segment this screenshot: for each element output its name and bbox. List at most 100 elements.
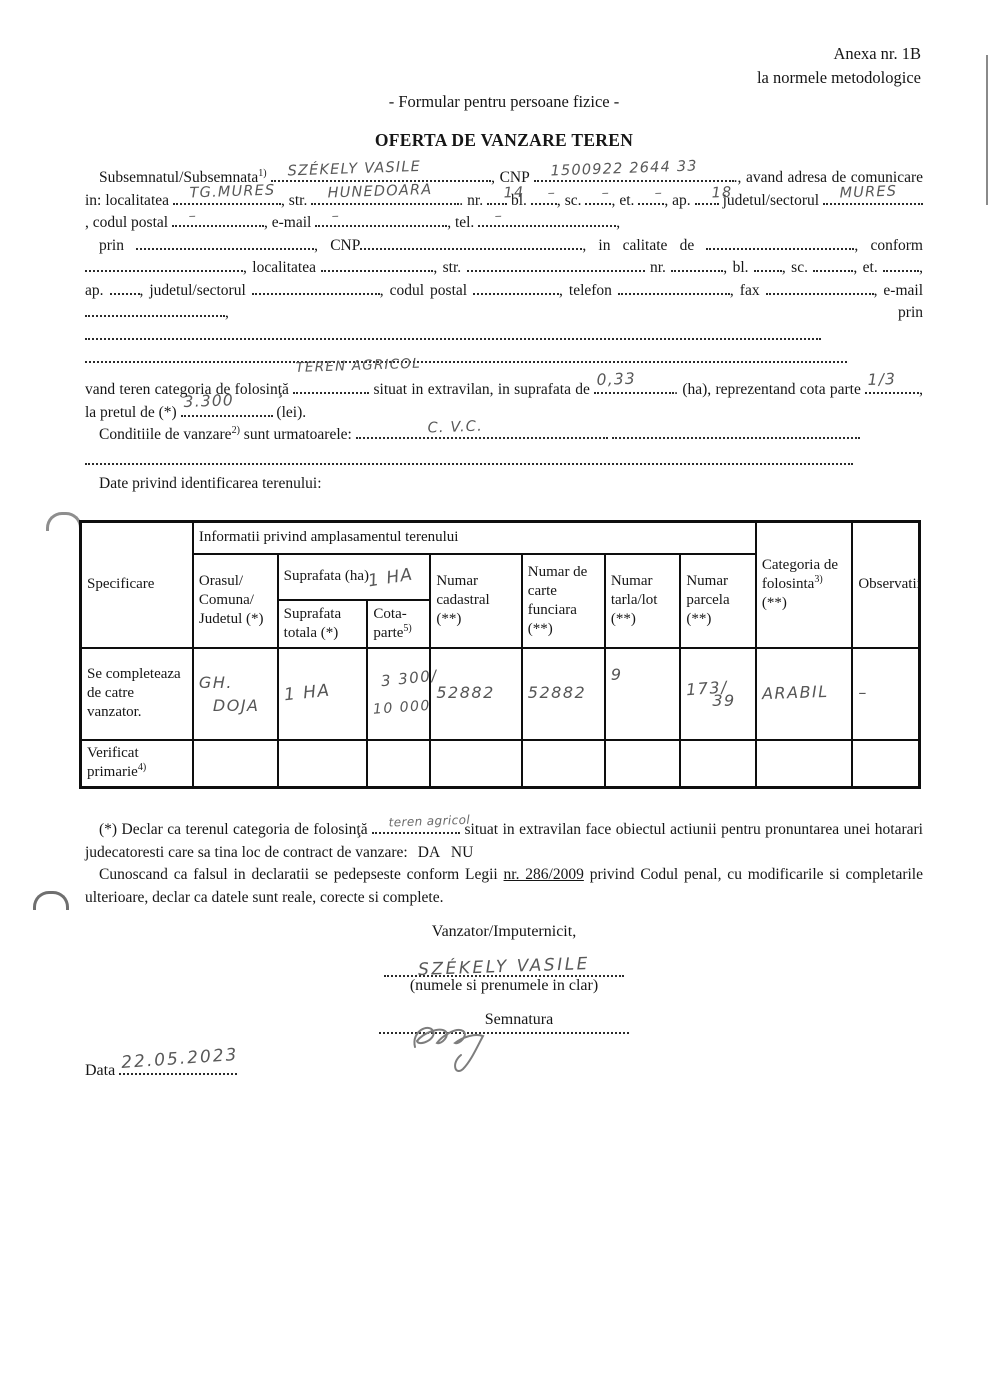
empty-cell [276, 738, 369, 789]
handwritten-entry: HUNEDOARA [327, 181, 433, 202]
handwritten-date: 22.05.2023 [120, 1044, 240, 1073]
name-caption: (numele si prenumele in clar) [409, 977, 599, 994]
form-title: OFERTA DE VANZARE TEREN [374, 130, 634, 150]
handwritten-entry: SZÉKELY VASILE [287, 158, 422, 180]
form-text: (*) Declar ca terenul categoria de folos… [99, 821, 373, 838]
table-row-vanzator: Se completeaza de catre vanzator. GH. DO… [79, 646, 921, 741]
form-text: , [616, 214, 621, 231]
handwritten-entry: 0,33 [596, 369, 637, 389]
form-text: prin [99, 236, 137, 254]
form-blank: – [315, 208, 448, 227]
form-blank [706, 235, 855, 250]
signature-block: Vanzator/Imputernicit, SZÉKELY VASILE (n… [85, 923, 923, 1072]
form-text: , bl. [723, 259, 754, 276]
primarie-label: Verificat primarie [87, 745, 139, 781]
form-text: , la pretul de (*) [85, 381, 923, 421]
form-text: Subsemnatul/Subsemnata [99, 169, 259, 186]
form-blank: teren agricol [372, 812, 470, 834]
form-blank: 3.300 [180, 391, 273, 417]
semnatura-label: Semnatura [484, 1011, 554, 1028]
form-text: , et. [853, 259, 884, 276]
dotted-name-line [384, 972, 624, 977]
form-blank: C. V.C. [355, 418, 608, 439]
cell-suprafata-totala: 1 HA [276, 646, 369, 741]
form-blank [883, 257, 920, 272]
handwritten-entry: TEREN AGRICOL [295, 355, 422, 376]
empty-cell [429, 738, 523, 789]
empty-cell [191, 738, 279, 789]
form-blank [251, 280, 380, 295]
handwritten-entry: 14 [503, 184, 525, 202]
form-blank: – [478, 208, 617, 227]
form-blank [85, 257, 243, 272]
form-text: , str. [280, 191, 312, 209]
cota-label: Cota-parte [373, 605, 407, 641]
form-blank: – [638, 185, 665, 205]
col-header-tarla: Numar tarla/lot (**) [603, 552, 682, 649]
cell-cadastral: 52882 [429, 646, 523, 741]
form-blank: 0,33 [594, 369, 675, 394]
semnatura-block: Semnatura [379, 1011, 629, 1072]
table-row-primarie: Verificat primarie4) [79, 738, 921, 789]
handwritten-entry: 10 000 [372, 697, 432, 718]
form-text: DA NU [417, 843, 474, 861]
handwritten-entry: 1 HA [366, 564, 415, 591]
form-text: Conditiile de vanzare [99, 426, 232, 443]
form-blank: 14 [487, 185, 525, 205]
handwritten-entry: 1 HA [282, 680, 332, 705]
form-blank [473, 280, 560, 295]
handwritten-entry: – [188, 207, 198, 225]
suprafata-ha-label: Suprafata (ha) [283, 568, 370, 584]
footnote-ref: 1) [258, 167, 267, 179]
handwritten-entry: 52882 [436, 683, 495, 702]
handwritten-entry: – [858, 683, 868, 702]
col-header-parcela: Numar parcela (**) [679, 552, 757, 649]
empty-cell [754, 738, 854, 789]
form-blank [765, 280, 874, 295]
intro-paragraph: Subsemnatul/Subsemnata1) SZÉKELY VASILE,… [85, 158, 923, 235]
form-text: situat in extravilan face obiectul actiu… [85, 821, 923, 861]
form-blank: 18 [694, 185, 732, 205]
categoria-label: Categoria de folosinta [761, 557, 839, 593]
cell-observatii: – [851, 646, 921, 741]
handwritten-entry: – [601, 185, 611, 202]
handwritten-entry: 52882 [527, 683, 587, 702]
handwritten-entry: 3 300/ [380, 665, 440, 690]
col-header-carte-funciara: Numar de carte funciara (**) [520, 552, 606, 649]
section-label: Date privind identificarea terenului: [99, 474, 322, 492]
form-text: , et. [611, 191, 639, 209]
form-blank: – [530, 185, 557, 205]
form-text: vand teren categoria de folosinţă [85, 381, 294, 398]
form-text: situat in extravilan, in suprafata de [369, 381, 595, 398]
form-text: judetul/sectorul [718, 191, 823, 209]
form-blank [85, 325, 821, 340]
handwritten-entry: ARABIL [761, 681, 829, 704]
form-text: . (ha), reprezentand cota parte [674, 381, 866, 398]
form-text: , tel. [447, 214, 479, 231]
sale-conditions-paragraph: Conditiile de vanzare2) sunt urmatoarele… [85, 418, 923, 447]
cell-categoria: ARABIL [754, 646, 854, 741]
col-header-categoria: Categoria de folosinta3) (**) [754, 520, 854, 649]
handwritten-entry: 173/ [685, 676, 729, 699]
form-blank [813, 257, 854, 272]
handwritten-entry: C. V.C. [426, 418, 483, 437]
form-text: sunt urmatoarele: [239, 426, 356, 443]
form-text: , conform [854, 236, 923, 254]
handwritten-entry: MURES [839, 183, 898, 202]
form-blank: HUNEDOARA [311, 182, 460, 205]
form-blank [109, 280, 140, 295]
form-blank [136, 235, 315, 250]
form-blank [360, 235, 583, 250]
form-text: bl. [507, 191, 531, 209]
sale-details-paragraph: vand teren categoria de folosinţă TEREN … [85, 355, 923, 424]
form-blank [85, 302, 225, 317]
form-text: , CNP [491, 169, 534, 186]
form-blank: – [585, 185, 612, 205]
legal-paragraph: Cunoscand ca falsul in declaratii se ped… [85, 864, 923, 909]
scan-artifact-arc [33, 891, 69, 910]
form-blank: TEREN AGRICOL [293, 355, 421, 394]
empty-cell [851, 738, 921, 789]
handwritten-entry: 18 [710, 184, 733, 202]
annex-line1: Anexa nr. 1B [833, 44, 921, 63]
form-text: , e-mail [263, 214, 316, 231]
